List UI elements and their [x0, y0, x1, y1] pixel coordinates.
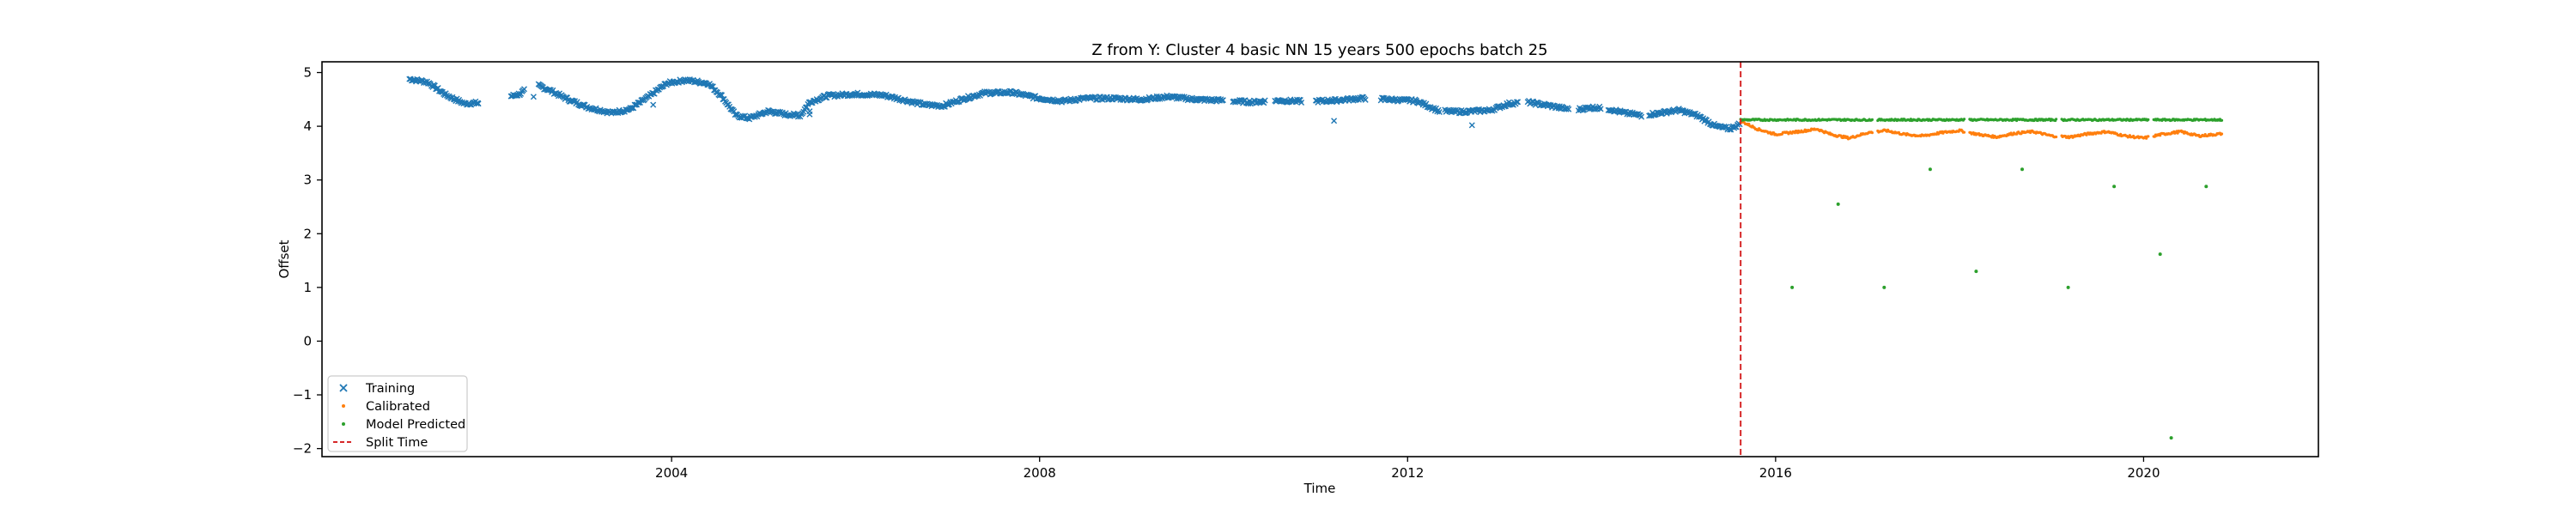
predicted-outlier: [2020, 167, 2024, 172]
legend-marker-training: [339, 384, 348, 392]
training-point: [635, 100, 641, 106]
x-tick-label: 2012: [1391, 465, 1424, 481]
x-tick-label: 2004: [655, 465, 688, 481]
y-tick-label: 1: [303, 280, 312, 295]
predicted-point: [2055, 118, 2058, 121]
predicted-outlier: [2158, 252, 2162, 257]
legend-label-training: Training: [365, 382, 415, 396]
training-point: [1515, 99, 1522, 106]
training-point: [1160, 94, 1167, 100]
training-point: [1110, 94, 1117, 100]
training-point: [743, 115, 750, 122]
predicted-outlier: [2066, 285, 2070, 289]
training-point: [1625, 110, 1631, 116]
calibrated-point: [2220, 132, 2224, 136]
training-point: [1607, 107, 1614, 114]
x-tick-label: 2008: [1024, 465, 1056, 481]
training-point: [650, 101, 657, 108]
y-tick-label: −2: [293, 441, 312, 457]
y-tick-label: 3: [303, 173, 312, 188]
plot-area: [406, 62, 2224, 457]
calibrated-point: [2147, 135, 2150, 138]
y-tick-label: −1: [293, 387, 312, 403]
calibrated-point: [1845, 135, 1849, 138]
y-axis-label: Offset: [276, 239, 292, 278]
legend-marker-predicted: [342, 422, 345, 426]
training-point: [1597, 106, 1604, 112]
predicted-outlier: [1836, 202, 1840, 206]
x-axis: 2004 2008 2012 2016 2020: [655, 457, 2160, 481]
training-point: [1501, 103, 1508, 110]
training-point: [1198, 95, 1205, 102]
training-point: [512, 92, 519, 99]
predicted-point: [2147, 118, 2150, 121]
training-point: [1638, 113, 1645, 120]
predicted-outlier: [1790, 285, 1795, 289]
predicted-outlier: [1928, 167, 1932, 172]
predicted-outlier: [1882, 285, 1886, 289]
legend-label-predicted: Model Predicted: [366, 418, 465, 432]
chart-title: Z from Y: Cluster 4 basic NN 15 years 50…: [1091, 41, 1547, 59]
predicted-outlier: [2112, 185, 2117, 189]
predicted-outlier: [1974, 270, 1978, 274]
x-axis-label: Time: [1303, 481, 1336, 496]
calibrated-point: [2176, 131, 2179, 135]
predicted-point: [1962, 118, 1966, 121]
predicted-outlier: [2169, 436, 2173, 440]
predicted-point: [2220, 118, 2224, 122]
training-point: [475, 100, 482, 107]
training-point: [1436, 109, 1443, 115]
training-point: [1331, 118, 1338, 124]
training-point: [1219, 97, 1226, 104]
training-point: [806, 108, 813, 115]
training-point: [767, 108, 774, 115]
training-point: [1261, 97, 1268, 104]
training-point: [1513, 99, 1520, 106]
calibrated-point: [1962, 130, 1966, 134]
predicted-outlier: [2204, 185, 2208, 189]
training-point: [851, 91, 858, 98]
x-tick-label: 2020: [2127, 465, 2160, 481]
y-tick-label: 2: [303, 226, 312, 241]
y-axis: −2 −1 0 1 2 3 4 5: [293, 65, 322, 457]
training-point: [736, 114, 743, 121]
training-point: [651, 90, 658, 97]
training-point: [1137, 97, 1144, 104]
predicted-point: [1870, 118, 1874, 121]
y-tick-label: 5: [303, 65, 312, 81]
training-point: [1362, 96, 1369, 103]
training-point: [1461, 110, 1468, 117]
legend-label-calibrated: Calibrated: [366, 400, 430, 414]
calibrated-point: [2055, 135, 2058, 139]
training-point: [631, 101, 638, 108]
training-point: [431, 82, 438, 89]
training-point: [530, 94, 537, 100]
training-point: [1468, 122, 1475, 129]
training-point: [1192, 97, 1199, 104]
training-point: [1565, 106, 1572, 112]
training-point: [719, 92, 726, 99]
x-tick-label: 2016: [1759, 465, 1792, 481]
legend-frame: [327, 375, 468, 452]
y-tick-label: 4: [303, 118, 312, 134]
y-tick-label: 0: [303, 333, 312, 348]
legend: Training Calibrated Model Predicted Spli…: [327, 375, 468, 452]
legend-marker-calibrated: [342, 404, 345, 408]
training-point: [1298, 100, 1305, 106]
axes-frame: [321, 61, 2319, 457]
training-point: [521, 86, 527, 93]
calibrated-point: [1870, 131, 1874, 135]
legend-label-split: Split Time: [366, 436, 428, 450]
